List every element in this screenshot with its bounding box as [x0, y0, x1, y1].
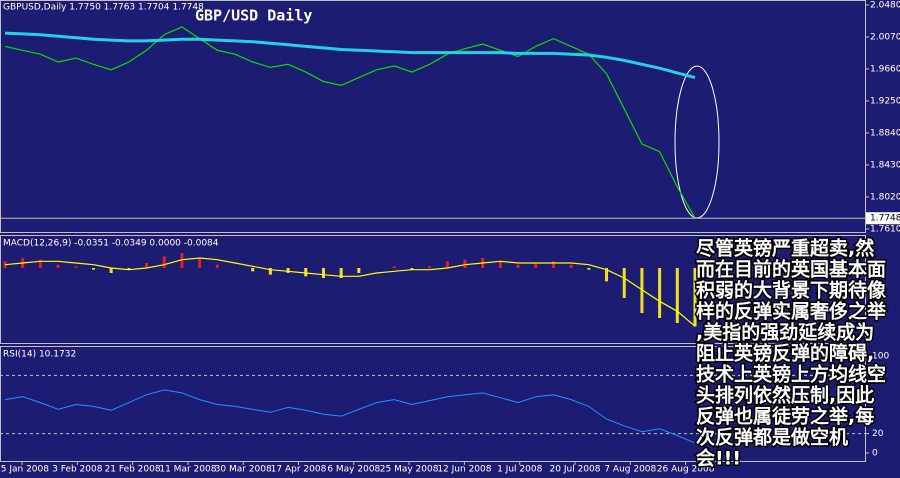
y-tick-label: 1.8840 — [870, 129, 900, 139]
macd-bar — [693, 268, 697, 327]
x-tick-label: 30 Mar 2008 — [215, 465, 272, 475]
chart-title: GBP/USD Daily — [195, 7, 312, 25]
x-tick-label: 1 Jul 2008 — [497, 465, 542, 475]
annotation-line: 积弱的大背景下期待像 — [696, 279, 887, 302]
x-tick-label: 26 Aug 2008 — [657, 465, 715, 475]
symbol-header: GBPUSD,Daily 1.7750 1.7763 1.7704 1.7748 — [3, 3, 204, 13]
macd-bar — [392, 266, 396, 268]
macd-bar — [534, 263, 538, 268]
x-tick-label: 3 Feb 2008 — [52, 465, 103, 475]
macd-bar — [428, 266, 432, 268]
last-price-box — [866, 212, 900, 225]
macd-bar — [304, 268, 308, 277]
macd-bar — [569, 264, 573, 268]
macd-bar — [251, 268, 255, 272]
moving-average — [4, 31, 696, 80]
y-tick-label: 1.9660 — [870, 65, 900, 75]
macd-label: MACD(12,26,9) -0.0351 -0.0349 0.0000 -0.… — [3, 239, 219, 249]
x-tick-label: 6 May 2008 — [327, 465, 380, 475]
y-tick-label: 80 — [872, 371, 884, 381]
x-tick-label: 15 Jan 2008 — [0, 465, 49, 475]
annotation-line: 会!!! — [696, 447, 741, 470]
macd-bar — [145, 263, 149, 268]
macd-bar — [516, 264, 520, 268]
x-tick-label: 21 Feb 2008 — [105, 465, 161, 475]
macd-bar — [180, 253, 184, 268]
rsi-panel — [0, 346, 866, 462]
annotation-line: 样的反弹实属奢侈之举 — [696, 300, 887, 323]
y-tick-label: 100 — [872, 352, 889, 362]
x-tick-label: 11 Mar 2008 — [159, 465, 216, 475]
macd-bar — [587, 268, 591, 270]
macd-bar — [127, 268, 131, 270]
macd-bar — [162, 256, 166, 268]
price-line — [4, 26, 696, 219]
y-tick-label: 2.0480 — [870, 1, 900, 11]
macd-bar — [445, 261, 449, 268]
annotation-line: 头排列依然压制,因此 — [696, 384, 874, 407]
macd-bar — [286, 268, 290, 273]
y-tick-label: 1.9250 — [870, 97, 900, 107]
y-tick-label: 2.0070 — [870, 33, 900, 43]
macd-bar — [675, 268, 679, 323]
annotation-line: 而在目前的英国基本面 — [696, 258, 886, 281]
macd-bar — [551, 261, 555, 268]
rsi-label: RSI(14) 10.1732 — [3, 350, 76, 360]
macd-bar — [91, 268, 95, 270]
last-price-label: 1.7748 — [870, 214, 900, 224]
macd-bar — [56, 264, 60, 268]
macd-bar — [605, 268, 609, 282]
macd-bar — [339, 268, 343, 278]
macd-bar — [268, 268, 272, 275]
annotation-line: 阻止英镑反弹的障碍, — [696, 342, 874, 365]
x-tick-label: 25 May 2008 — [380, 465, 439, 475]
macd-bar — [498, 261, 502, 268]
annotation-line: 技术上英镑上方均线空 — [696, 363, 886, 386]
macd-bar — [198, 258, 202, 268]
y-tick-label: 1.8020 — [870, 193, 900, 203]
annotation-line: ,美指的强劲延续成为 — [696, 321, 874, 344]
macd-bar — [357, 268, 361, 273]
macd-bar — [410, 268, 414, 270]
macd-panel — [0, 235, 866, 344]
macd-bar — [109, 268, 113, 273]
macd-bar — [622, 268, 626, 298]
annotation-line: 次反弹都是做空机 — [696, 426, 848, 449]
macd-bar — [38, 259, 42, 268]
macd-bar — [74, 266, 78, 268]
macd-bar — [658, 268, 662, 318]
x-tick-label: 7 Aug 2008 — [604, 465, 656, 475]
y-tick-label: 1.8430 — [870, 161, 900, 171]
macd-bar — [215, 264, 219, 268]
annotation-line: 反弹也属徒劳之举,每 — [696, 405, 874, 428]
rsi-line — [4, 389, 696, 444]
macd-bar — [640, 268, 644, 313]
y-tick-label: 20 — [872, 429, 884, 439]
y-tick-label: 1.7610 — [870, 225, 900, 235]
y-tick-label: 0 — [872, 449, 878, 459]
macd-bar — [321, 268, 325, 278]
signal-line — [4, 257, 696, 327]
x-tick-label: 20 Jul 2008 — [550, 465, 601, 475]
x-tick-label: 12 Jun 2008 — [437, 465, 491, 475]
macd-bar — [463, 259, 467, 268]
price-panel — [0, 0, 866, 233]
x-tick-label: 17 Apr 2008 — [271, 465, 327, 475]
annotation-line: 尽管英镑严重超卖,然 — [696, 237, 874, 260]
